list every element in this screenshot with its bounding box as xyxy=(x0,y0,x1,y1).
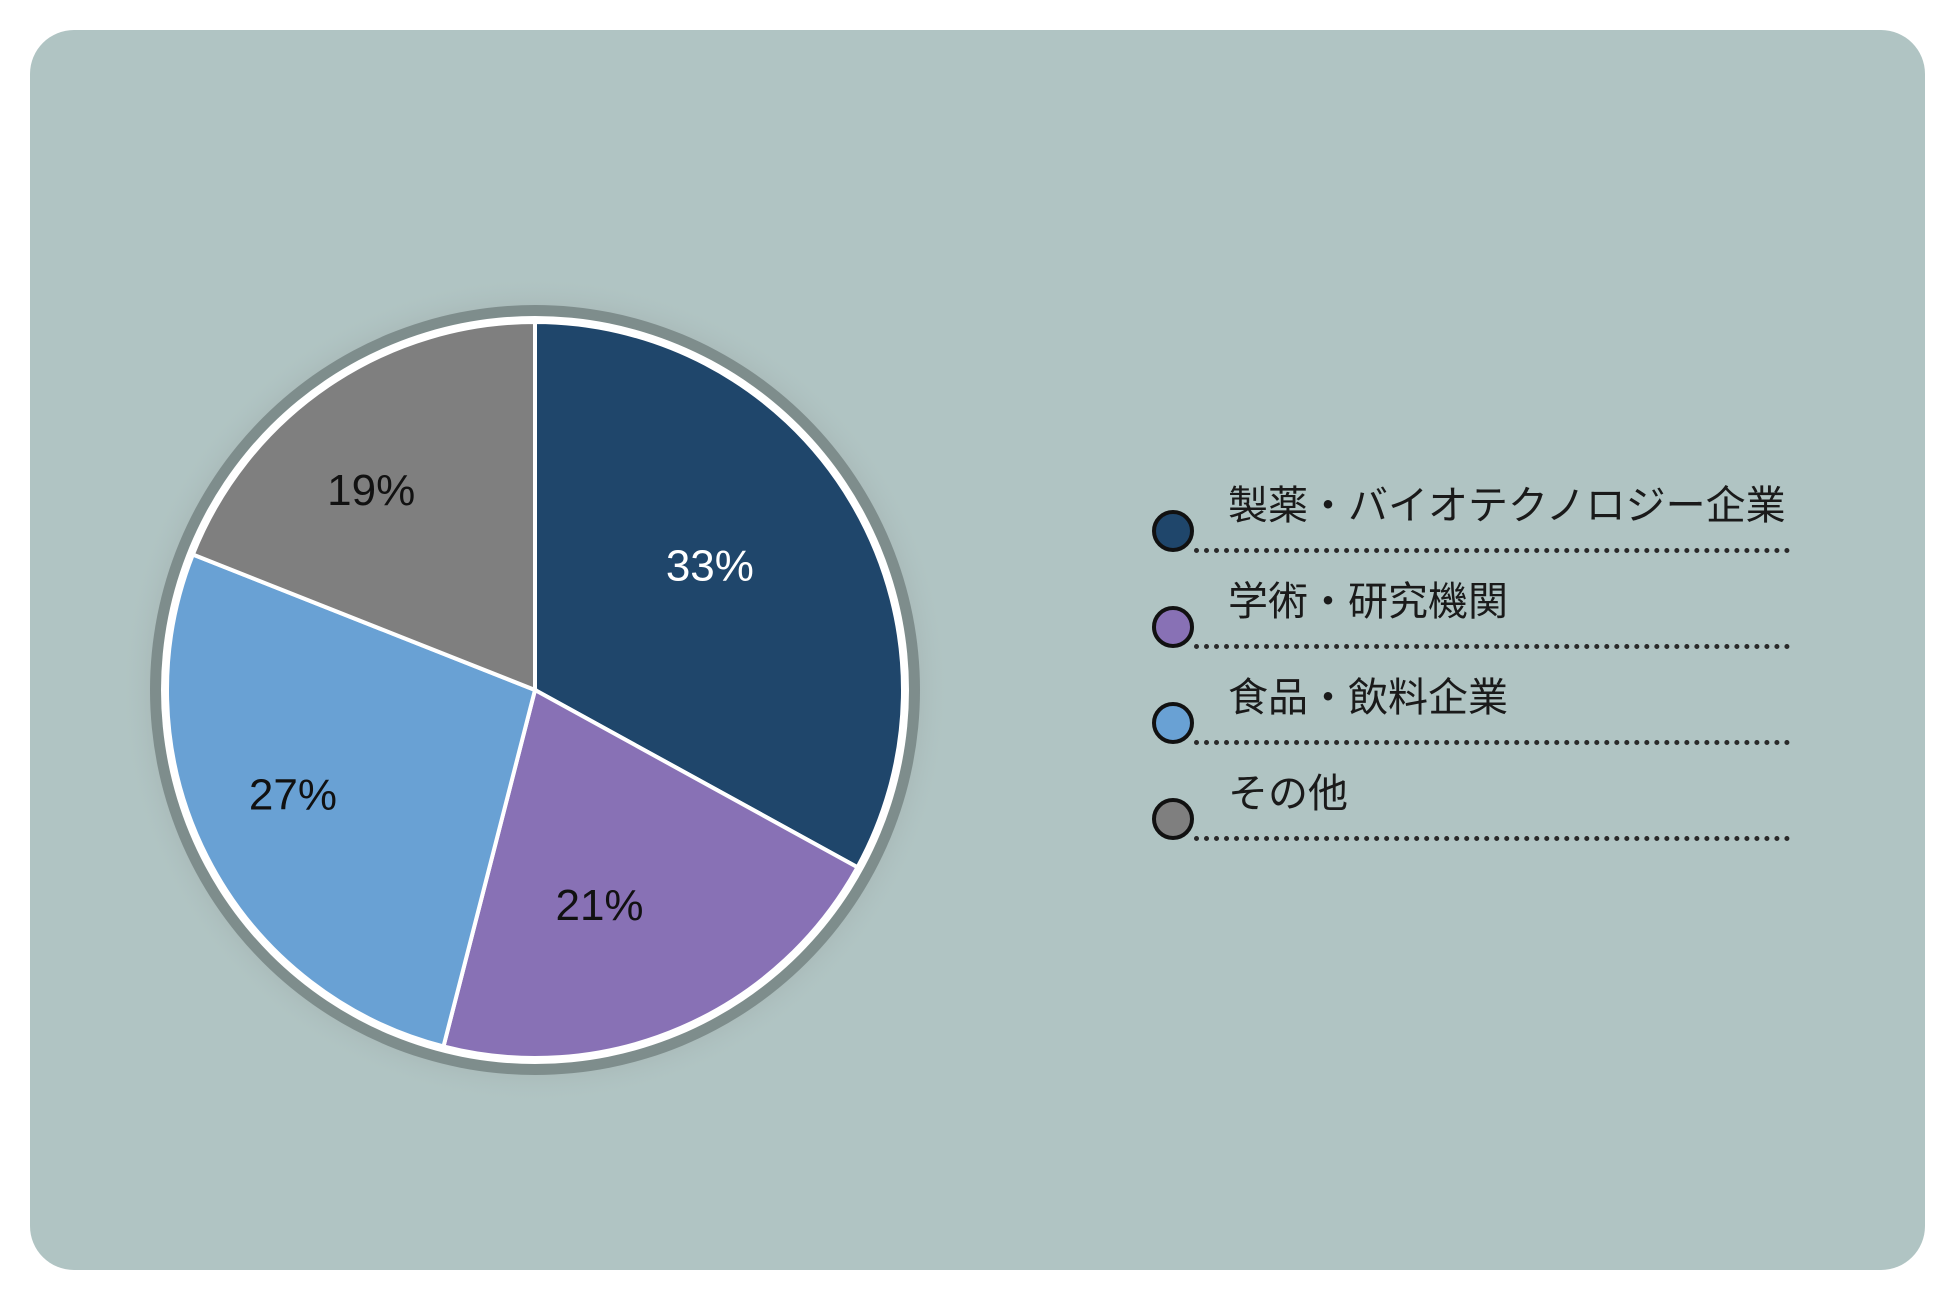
legend-label-academic: 学術・研究機関 xyxy=(1228,579,1508,625)
data-label-food: 27% xyxy=(249,771,337,820)
pie-slice-other xyxy=(190,319,537,693)
legend-swatch-other xyxy=(1152,798,1194,840)
pie-data-labels: 33% 21% 27% 19% xyxy=(249,466,754,930)
pie-slice-food xyxy=(165,551,538,1049)
legend-item-food: 食品・飲料企業 xyxy=(1150,670,1790,766)
legend-item-academic: 学術・研究機関 xyxy=(1150,574,1790,670)
legend-leader xyxy=(1194,836,1790,841)
legend-label-other: その他 xyxy=(1228,771,1348,817)
legend-swatch-food xyxy=(1152,702,1194,744)
pie-slices xyxy=(165,319,905,1060)
legend-item-other: その他 xyxy=(1150,766,1790,862)
legend-swatch-academic xyxy=(1152,606,1194,648)
data-label-academic: 21% xyxy=(555,881,643,930)
data-label-other: 19% xyxy=(327,466,415,515)
data-label-pharma: 33% xyxy=(666,541,754,590)
legend-leader xyxy=(1194,740,1790,745)
legend-leader xyxy=(1194,644,1790,649)
legend-label-pharma: 製薬・バイオテクノロジー企業 xyxy=(1228,483,1786,529)
legend: 製薬・バイオテクノロジー企業 学術・研究機関 食品・飲料企業 その他 xyxy=(1150,478,1790,862)
pie-slice-academic xyxy=(441,687,861,1060)
legend-label-food: 食品・飲料企業 xyxy=(1228,675,1508,721)
legend-swatch-pharma xyxy=(1152,510,1194,552)
legend-leader xyxy=(1194,548,1790,553)
pie-slice-pharma xyxy=(533,319,905,871)
legend-item-pharma: 製薬・バイオテクノロジー企業 xyxy=(1150,478,1790,574)
